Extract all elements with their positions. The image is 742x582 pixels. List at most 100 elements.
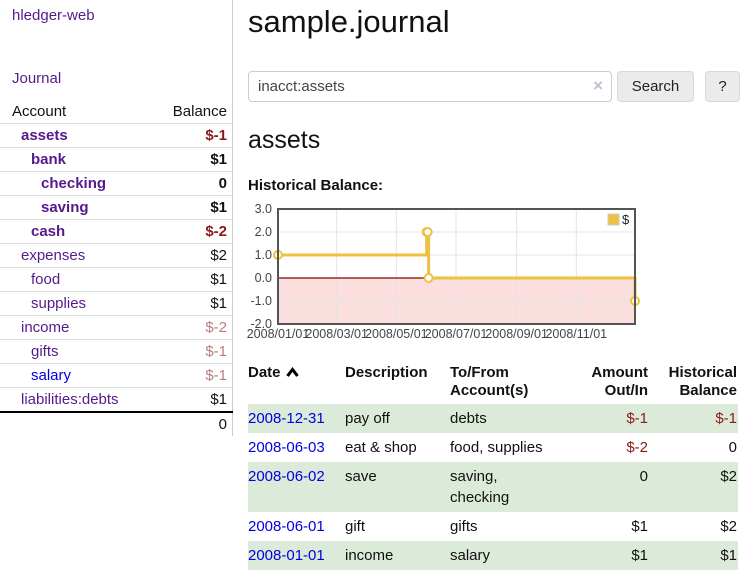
account-row: food $1 [0,268,233,292]
transaction-accounts: debts [450,410,487,427]
transaction-amount: $-2 [626,439,648,456]
transaction-accounts: food, supplies [450,439,543,456]
account-balance: $1 [210,151,227,168]
account-balance: $1 [210,295,227,312]
account-row: expenses $2 [0,244,233,268]
help-button[interactable]: ? [705,71,740,102]
total-spacer [0,411,155,436]
account-name-cell: food [0,268,155,292]
account-total-row: 0 [0,411,233,436]
y-tick-label: -1.0 [250,294,272,308]
account-link-salary[interactable]: salary [31,367,72,384]
account-name-cell: expenses [0,244,155,268]
transaction-row: 2008-06-01 gift gifts $1 $2 [248,512,738,541]
transaction-row: 2008-12-31 pay off debts $-1 $-1 [248,404,738,433]
balance-column-header-main: Historical Balance [668,364,737,399]
account-name-cell: bank [0,148,155,172]
transaction-accounts: saving, checking [450,468,510,506]
clear-search-icon[interactable]: × [593,76,603,95]
account-balance: $1 [210,199,227,216]
transaction-date-link[interactable]: 2008-06-03 [248,439,325,456]
x-tick-label: 2008/01/01 [247,327,310,341]
account-heading: assets [248,126,321,154]
account-row: liabilities:debts $1 [0,388,233,413]
transaction-balance: 0 [728,439,737,456]
search-box: × [248,71,612,102]
transaction-accounts: gifts [450,518,478,535]
transaction-date-link[interactable]: 2008-06-01 [248,518,325,535]
transaction-row: 2008-06-02 save saving, checking 0 $2 [248,462,738,512]
account-name-cell: assets [0,124,155,148]
account-name-cell: salary [0,364,155,388]
account-link-assets[interactable]: assets [21,127,68,144]
account-row: salary $-1 [0,364,233,388]
search-button[interactable]: Search [617,71,694,102]
account-balance: $-2 [205,223,227,240]
brand-link[interactable]: hledger-web [12,7,95,24]
account-balance: $1 [210,271,227,288]
data-point-marker [423,273,434,283]
account-link-food[interactable]: food [31,271,61,288]
account-column-header: Account [0,100,155,124]
transaction-date-cell: 2008-06-01 [248,512,345,541]
y-tick-label: 3.0 [255,202,272,216]
transactions-table: Date Description To/From Account(s) Amou… [248,360,738,570]
accounts-column-header: To/From Account(s) [450,364,529,399]
account-row: gifts $-1 [0,340,233,364]
transaction-balance: $1 [720,547,737,564]
account-link-supplies[interactable]: supplies [31,295,87,312]
account-balance: $-1 [205,367,227,384]
account-link-gifts[interactable]: gifts [31,343,59,360]
transaction-description: gift [345,518,366,535]
x-tick-label: 2008/07/01 [425,327,488,341]
account-balance: $1 [210,391,227,408]
data-point-marker [422,227,433,237]
account-link-saving[interactable]: saving [41,199,89,216]
transaction-date-cell: 2008-06-03 [248,433,345,462]
transaction-description: eat & shop [345,439,417,456]
y-tick-label: 2.0 [255,225,272,239]
transaction-date-link[interactable]: 2008-06-02 [248,468,325,485]
account-link-checking[interactable]: checking [41,175,107,192]
account-balance: $2 [210,247,227,264]
account-balance: $-2 [205,319,227,336]
sidebar-item-journal[interactable]: Journal [12,70,62,87]
search-input[interactable] [248,71,612,102]
account-link-income[interactable]: income [21,319,70,336]
transaction-amount: $1 [631,547,648,564]
y-tick-label: 0.0 [255,271,272,285]
x-tick-label: 2008/03/01 [305,327,368,341]
account-row: income $-2 [0,316,233,340]
account-row: saving $1 [0,196,233,220]
account-name-cell: checking [0,172,155,196]
legend-swatch [607,213,620,226]
transaction-date-cell: 2008-06-02 [248,462,345,512]
x-tick-label: 2008/09/01 [485,327,548,341]
account-name-cell: liabilities:debts [0,388,155,413]
account-table-header-row: Account Balance [0,100,233,124]
account-name-cell: saving [0,196,155,220]
account-name-cell: gifts [0,340,155,364]
account-link-liabilities-debts[interactable]: liabilities:debts [21,391,119,408]
date-column-header[interactable]: Date [248,360,345,404]
amount-column-header: Amount Out/In [591,364,648,399]
account-link-bank[interactable]: bank [31,151,67,168]
account-link-expenses[interactable]: expenses [21,247,86,264]
transaction-date-link[interactable]: 2008-01-01 [248,547,325,564]
account-link-cash[interactable]: cash [31,223,66,240]
sidebar: hledger-web Journal Account Balance asse… [0,0,233,436]
chart-title: Historical Balance: [248,177,384,194]
historical-balance-chart: 3.0 2.0 1.0 0.0 -1.0 -2.02008/01/012008/03/01… [247,202,640,341]
transaction-balance: $-1 [715,410,737,427]
transaction-date-cell: 2008-01-01 [248,541,345,570]
account-row: bank $1 [0,148,233,172]
account-row: supplies $1 [0,292,233,316]
y-tick-label: 1.0 [255,248,272,262]
account-balance: $-1 [205,343,227,360]
transaction-date-link[interactable]: 2008-12-31 [248,410,325,427]
description-column-header: Description [345,364,428,381]
balance-column-header: Balance [154,100,233,124]
account-balance: 0 [218,175,227,192]
plot-border [277,208,636,325]
account-rows: assets $-1 bank $1 checking 0 saving $1 cash $-2 e… [0,124,233,413]
